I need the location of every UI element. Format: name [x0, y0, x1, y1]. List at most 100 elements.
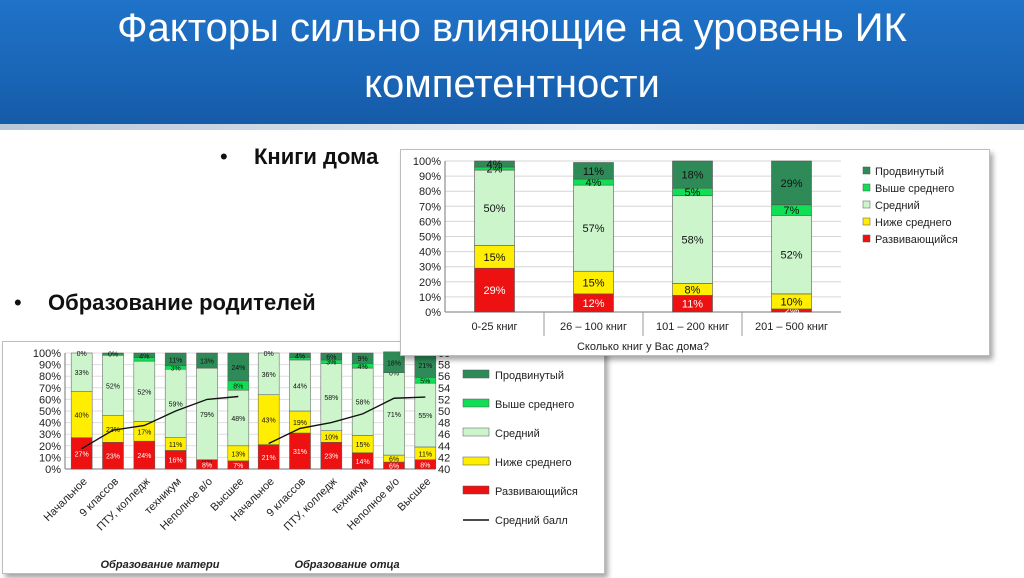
- data-label: 15%: [582, 278, 604, 290]
- bullet-education: • Образование родителей: [14, 290, 316, 316]
- data-label: 79%: [200, 412, 214, 419]
- data-label: 0%: [389, 371, 399, 378]
- y-tick-label: 50%: [39, 406, 61, 418]
- x-tick-label: 26 – 100 книг: [560, 321, 627, 333]
- bar-segment: [573, 162, 614, 180]
- data-label: 48%: [231, 416, 245, 423]
- data-label: 6%: [389, 457, 399, 464]
- data-label: 58%: [356, 400, 370, 407]
- y-tick-label: 20%: [419, 277, 441, 289]
- y-tick-label: 10%: [419, 292, 441, 304]
- data-label: 3%: [171, 366, 181, 373]
- data-label: 4%: [139, 353, 149, 360]
- data-label: 4%: [487, 159, 503, 171]
- bar-segment: [257, 352, 280, 396]
- data-label: 71%: [387, 412, 401, 419]
- bar-segment: [474, 267, 515, 313]
- legend-swatch: [462, 427, 490, 437]
- y-tick-label: 40%: [419, 247, 441, 259]
- data-label: 4%: [358, 364, 368, 371]
- data-label: 43%: [262, 418, 276, 425]
- y-tick-label: 30%: [419, 262, 441, 274]
- bar-segment: [474, 160, 515, 168]
- data-label: 11%: [169, 442, 183, 449]
- education-chart: 0%10%20%30%40%50%60%70%80%90%100%4042444…: [33, 348, 578, 571]
- data-label: 7%: [784, 205, 800, 217]
- data-label: 11%: [682, 299, 703, 311]
- books-chart-panel: 0% 10% 20% 30% 40% 50% 60% 70% 80% 90% 100% 29% 15% 5…: [400, 149, 990, 356]
- data-label: 27%: [75, 451, 89, 458]
- bar-segment: [672, 195, 713, 284]
- data-label: 0%: [264, 351, 274, 358]
- bar-segment: [771, 160, 812, 206]
- y-tick-label: 30%: [39, 429, 61, 441]
- bar-segment: [133, 352, 156, 358]
- data-label: 4%: [295, 353, 305, 360]
- y-tick-label: 70%: [419, 201, 441, 213]
- legend-swatch: [462, 485, 490, 495]
- data-label: 9%: [358, 356, 368, 363]
- average-score-line: [81, 395, 239, 450]
- bullet-education-text: Образование родителей: [48, 290, 316, 315]
- data-label: 23%: [106, 454, 120, 461]
- data-label: 19%: [293, 420, 307, 427]
- title-underline: [0, 124, 1024, 130]
- data-label: 18%: [387, 360, 401, 367]
- y2-tick-label: 52: [438, 394, 450, 406]
- x-axis-title: Сколько книг у Вас дома?: [577, 341, 709, 353]
- legend-swatch: [462, 456, 490, 466]
- data-label: 5%: [420, 378, 430, 385]
- data-label: 0%: [202, 458, 212, 465]
- y-tick-label: 10%: [39, 452, 61, 464]
- group-title: Образование матери: [101, 559, 220, 571]
- data-label: 52%: [137, 389, 151, 396]
- legend-swatch: [862, 217, 871, 226]
- x-tick-label: 201 – 500 книг: [755, 321, 828, 333]
- legend-label: Выше среднего: [495, 399, 574, 411]
- x-tick-label: Высшее: [395, 476, 433, 514]
- data-label: 57%: [582, 223, 604, 235]
- bar-segment: [771, 215, 812, 295]
- data-label: 13%: [231, 451, 245, 458]
- legend-label: Выше среднего: [875, 183, 954, 195]
- legend-label: Средний: [875, 200, 920, 212]
- data-label: 15%: [356, 442, 370, 449]
- y-tick-label: 80%: [39, 371, 61, 383]
- data-label: 16%: [169, 458, 183, 465]
- data-label: 0%: [77, 351, 87, 358]
- group-title: Образование отца: [294, 559, 399, 571]
- data-label: 31%: [293, 449, 307, 456]
- y-tick-label: 20%: [39, 441, 61, 453]
- y-tick-label: 80%: [419, 186, 441, 198]
- y2-tick-label: 44: [438, 441, 450, 453]
- data-label: 50%: [483, 203, 505, 215]
- legend-label: Развивающийся: [875, 234, 958, 246]
- y2-tick-label: 48: [438, 418, 450, 430]
- data-label: 11%: [169, 357, 183, 364]
- data-label: 12%: [582, 298, 604, 310]
- data-label: 40%: [75, 412, 89, 419]
- bullet-dot: •: [220, 144, 228, 169]
- data-label: 44%: [293, 383, 307, 390]
- data-label: 36%: [262, 372, 276, 379]
- average-score-line: [268, 396, 426, 445]
- bar-segment: [227, 352, 250, 382]
- data-label: 18%: [681, 170, 703, 182]
- data-label: 33%: [75, 370, 89, 377]
- legend-label: Развивающийся: [495, 486, 578, 498]
- y-tick-label: 60%: [419, 216, 441, 228]
- data-label: 17%: [137, 429, 151, 436]
- y-tick-label: 50%: [419, 232, 441, 244]
- data-label: 8%: [233, 383, 243, 390]
- bar-segment: [164, 352, 187, 367]
- y-tick-label: 100%: [413, 156, 441, 168]
- data-label: 6%: [389, 464, 399, 471]
- data-label: 4%: [586, 177, 602, 189]
- legend-swatch: [862, 234, 871, 243]
- data-label: 21%: [262, 455, 276, 462]
- bar-segment: [196, 352, 218, 369]
- bar-segment: [672, 160, 713, 189]
- data-label: 59%: [169, 401, 183, 408]
- books-chart: 0% 10% 20% 30% 40% 50% 60% 70% 80% 90% 100% 29% 15% 5…: [413, 156, 958, 353]
- bullet-dot: •: [14, 290, 22, 315]
